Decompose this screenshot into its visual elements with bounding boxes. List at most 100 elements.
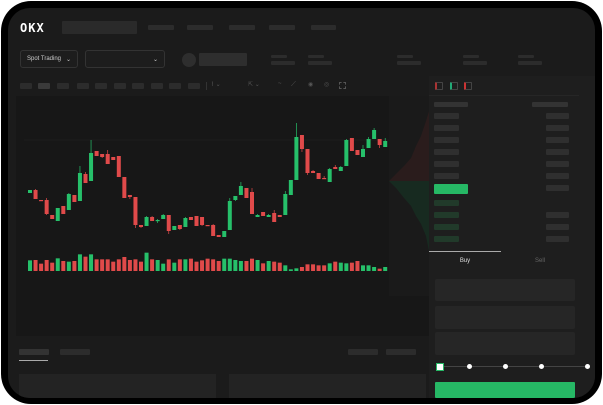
nav-item[interactable] — [187, 25, 213, 30]
tab-buy[interactable]: Buy — [459, 258, 471, 264]
candle-body — [166, 215, 171, 231]
timeframe-button[interactable] — [151, 83, 163, 89]
candle-body — [299, 135, 304, 149]
volume-bar — [361, 265, 365, 271]
price-input[interactable] — [435, 279, 575, 301]
volume-bar — [127, 260, 132, 271]
amount-input[interactable] — [435, 306, 575, 329]
candle-body — [83, 174, 88, 183]
ask-size — [546, 125, 569, 131]
pair-select[interactable]: ⌄ — [85, 50, 165, 68]
volume-bar — [188, 258, 193, 271]
volume-bar — [272, 261, 277, 271]
candle-body — [283, 194, 288, 215]
candle-body — [183, 218, 188, 227]
candle-body — [305, 149, 310, 173]
timeframe-button[interactable] — [114, 83, 126, 89]
timeframe-button[interactable] — [132, 83, 144, 89]
slider-stop[interactable] — [585, 364, 590, 369]
volume-bar — [322, 265, 327, 271]
candle-body — [111, 157, 116, 160]
ask-price — [434, 173, 459, 179]
volume-bar — [94, 259, 99, 271]
tab-sell[interactable]: Sell — [534, 258, 545, 264]
timeframe-button[interactable] — [77, 83, 89, 89]
orderbook-bids-icon[interactable] — [450, 82, 458, 90]
stat-value — [397, 61, 421, 65]
candle-body — [349, 138, 354, 151]
volume-bar — [305, 264, 310, 271]
spot-trading-dropdown[interactable]: Spot Trading ⌄ — [20, 50, 78, 68]
slider-stop[interactable] — [467, 364, 472, 369]
candle-body — [39, 200, 44, 202]
filter-button[interactable] — [348, 349, 378, 355]
nav-item[interactable] — [311, 25, 336, 30]
book-header — [532, 102, 568, 107]
candle-body — [61, 206, 66, 214]
orders-panel — [19, 374, 216, 398]
leverage-slider[interactable] — [436, 363, 590, 371]
buy-submit-button[interactable] — [435, 382, 575, 398]
candle-body — [100, 154, 105, 157]
volume-bar — [111, 261, 116, 271]
active-tab-underline — [19, 360, 48, 361]
volume-bar — [100, 259, 105, 271]
volume-bar — [255, 260, 260, 271]
candle-body — [244, 188, 249, 198]
volume-bar — [311, 264, 316, 271]
draw-tool-icon[interactable]: ⇱ ⌄ — [248, 82, 260, 88]
nav-item[interactable] — [229, 25, 255, 30]
volume-bar — [77, 254, 82, 271]
candle-body — [316, 173, 321, 179]
okx-logo[interactable]: OKX — [20, 21, 45, 35]
camera-icon[interactable]: ◉ — [308, 82, 314, 88]
tab-open-orders[interactable] — [19, 349, 49, 355]
settings-icon[interactable]: ◎ — [324, 82, 330, 88]
filter-button[interactable] — [386, 349, 416, 355]
volume-bar — [250, 258, 254, 271]
candle-body — [333, 167, 338, 169]
total-input[interactable] — [435, 332, 575, 355]
chart-svg — [24, 96, 436, 296]
nav-item[interactable] — [148, 25, 174, 30]
timeframe-button[interactable] — [169, 83, 181, 89]
tab-order-history[interactable] — [60, 349, 90, 355]
candlestick-chart[interactable] — [16, 96, 436, 336]
candle-body — [55, 208, 60, 221]
timeframe-button[interactable] — [57, 83, 69, 89]
timeframe-button[interactable] — [95, 83, 107, 89]
assets-panel — [229, 374, 426, 398]
volume-bar — [33, 260, 38, 271]
indicator-icon[interactable]: ⌇ ⌄ — [211, 82, 221, 88]
orderbook-asks-icon[interactable] — [464, 82, 472, 90]
trend-line-icon[interactable]: ~ — [278, 81, 282, 87]
volume-bar — [194, 261, 199, 271]
volume-bar — [294, 268, 299, 271]
orderbook-both-icon[interactable] — [435, 82, 443, 90]
slider-stop[interactable] — [539, 364, 544, 369]
volume-bar — [316, 265, 321, 271]
ask-size — [546, 161, 569, 167]
bid-size — [546, 212, 569, 218]
timeframe-button[interactable] — [188, 83, 200, 89]
bid-size — [546, 236, 569, 242]
candle-body — [322, 178, 327, 180]
candle-body — [294, 137, 299, 180]
timeframe-button[interactable] — [38, 83, 50, 89]
slider-stop[interactable] — [503, 364, 508, 369]
ruler-icon[interactable]: ⟋ — [291, 81, 296, 88]
candle-body — [288, 180, 293, 195]
fullscreen-icon[interactable] — [339, 82, 346, 89]
stat-value — [308, 61, 332, 65]
chevron-down-icon: ⌄ — [152, 56, 158, 63]
nav-item[interactable] — [269, 25, 295, 30]
timeframe-button[interactable] — [20, 83, 32, 89]
slider-handle[interactable] — [436, 363, 444, 371]
stat-value — [518, 61, 542, 65]
volume-bar — [139, 261, 143, 271]
candle-body — [383, 141, 388, 147]
ask-price — [434, 113, 459, 119]
volume-bar — [372, 267, 377, 271]
search-bar[interactable] — [62, 21, 137, 34]
candle-body — [311, 171, 316, 173]
